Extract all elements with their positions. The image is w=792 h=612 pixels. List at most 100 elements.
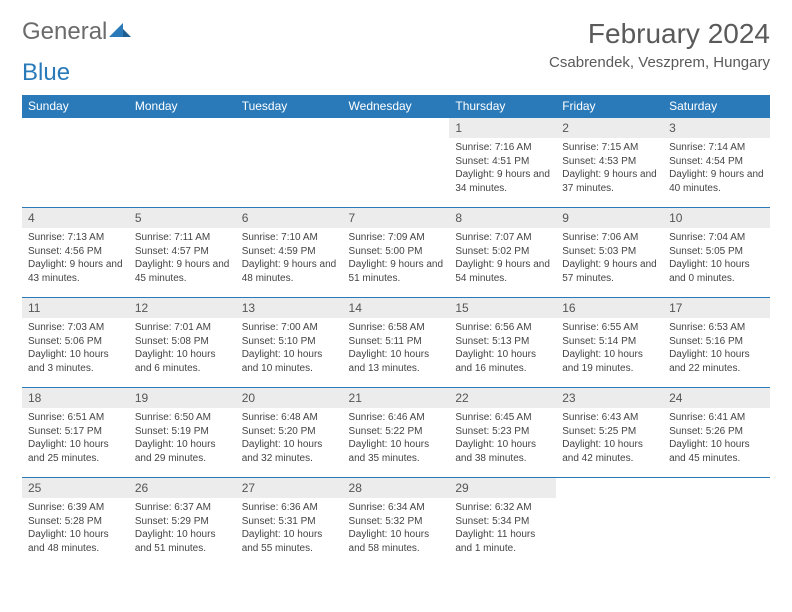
- dow-monday: Monday: [129, 95, 236, 118]
- sunset-line: Sunset: 5:05 PM: [669, 245, 764, 259]
- logo: General: [22, 18, 131, 46]
- sunrise-line: Sunrise: 6:45 AM: [455, 411, 550, 425]
- daylight-line: Daylight: 10 hours and 16 minutes.: [455, 348, 550, 375]
- day-details: Sunrise: 7:13 AMSunset: 4:56 PMDaylight:…: [22, 228, 129, 291]
- sunset-line: Sunset: 5:03 PM: [562, 245, 657, 259]
- sunrise-line: Sunrise: 6:34 AM: [349, 501, 444, 515]
- day-number: 15: [449, 298, 556, 318]
- day-number: 25: [22, 478, 129, 498]
- sunrise-line: Sunrise: 6:58 AM: [349, 321, 444, 335]
- daylight-line: Daylight: 9 hours and 54 minutes.: [455, 258, 550, 285]
- day-cell: 25Sunrise: 6:39 AMSunset: 5:28 PMDayligh…: [22, 478, 129, 568]
- day-details: Sunrise: 6:55 AMSunset: 5:14 PMDaylight:…: [556, 318, 663, 381]
- sunrise-line: Sunrise: 6:55 AM: [562, 321, 657, 335]
- day-number: 10: [663, 208, 770, 228]
- sunrise-line: Sunrise: 7:10 AM: [242, 231, 337, 245]
- month-title: February 2024: [549, 18, 770, 50]
- day-details: Sunrise: 6:43 AMSunset: 5:25 PMDaylight:…: [556, 408, 663, 471]
- day-cell: 7Sunrise: 7:09 AMSunset: 5:00 PMDaylight…: [343, 208, 450, 298]
- dow-saturday: Saturday: [663, 95, 770, 118]
- sunset-line: Sunset: 5:26 PM: [669, 425, 764, 439]
- day-cell: 14Sunrise: 6:58 AMSunset: 5:11 PMDayligh…: [343, 298, 450, 388]
- sunset-line: Sunset: 5:11 PM: [349, 335, 444, 349]
- day-cell: 9Sunrise: 7:06 AMSunset: 5:03 PMDaylight…: [556, 208, 663, 298]
- sunset-line: Sunset: 5:19 PM: [135, 425, 230, 439]
- day-number: 21: [343, 388, 450, 408]
- empty-cell: [236, 118, 343, 208]
- day-number: 1: [449, 118, 556, 138]
- calendar-week-row: 25Sunrise: 6:39 AMSunset: 5:28 PMDayligh…: [22, 478, 770, 568]
- calendar-week-row: 1Sunrise: 7:16 AMSunset: 4:51 PMDaylight…: [22, 118, 770, 208]
- empty-cell: [129, 118, 236, 208]
- sunrise-line: Sunrise: 6:43 AM: [562, 411, 657, 425]
- sunset-line: Sunset: 5:06 PM: [28, 335, 123, 349]
- sunrise-line: Sunrise: 6:37 AM: [135, 501, 230, 515]
- empty-cell: [22, 118, 129, 208]
- day-details: Sunrise: 7:16 AMSunset: 4:51 PMDaylight:…: [449, 138, 556, 201]
- daylight-line: Daylight: 11 hours and 1 minute.: [455, 528, 550, 555]
- calendar-week-row: 4Sunrise: 7:13 AMSunset: 4:56 PMDaylight…: [22, 208, 770, 298]
- day-number: 12: [129, 298, 236, 318]
- sunset-line: Sunset: 4:51 PM: [455, 155, 550, 169]
- daylight-line: Daylight: 10 hours and 45 minutes.: [669, 438, 764, 465]
- daylight-line: Daylight: 10 hours and 19 minutes.: [562, 348, 657, 375]
- sunrise-line: Sunrise: 7:13 AM: [28, 231, 123, 245]
- day-cell: 3Sunrise: 7:14 AMSunset: 4:54 PMDaylight…: [663, 118, 770, 208]
- day-details: Sunrise: 6:37 AMSunset: 5:29 PMDaylight:…: [129, 498, 236, 561]
- day-details: Sunrise: 7:10 AMSunset: 4:59 PMDaylight:…: [236, 228, 343, 291]
- day-details: Sunrise: 6:51 AMSunset: 5:17 PMDaylight:…: [22, 408, 129, 471]
- day-details: Sunrise: 6:36 AMSunset: 5:31 PMDaylight:…: [236, 498, 343, 561]
- empty-cell: [663, 478, 770, 568]
- day-cell: 10Sunrise: 7:04 AMSunset: 5:05 PMDayligh…: [663, 208, 770, 298]
- day-number: 8: [449, 208, 556, 228]
- day-number: 18: [22, 388, 129, 408]
- sunrise-line: Sunrise: 6:48 AM: [242, 411, 337, 425]
- day-details: Sunrise: 6:58 AMSunset: 5:11 PMDaylight:…: [343, 318, 450, 381]
- dow-wednesday: Wednesday: [343, 95, 450, 118]
- day-details: Sunrise: 6:39 AMSunset: 5:28 PMDaylight:…: [22, 498, 129, 561]
- daylight-line: Daylight: 10 hours and 55 minutes.: [242, 528, 337, 555]
- sunset-line: Sunset: 4:57 PM: [135, 245, 230, 259]
- sunset-line: Sunset: 5:32 PM: [349, 515, 444, 529]
- empty-cell: [556, 478, 663, 568]
- sunrise-line: Sunrise: 6:36 AM: [242, 501, 337, 515]
- day-cell: 8Sunrise: 7:07 AMSunset: 5:02 PMDaylight…: [449, 208, 556, 298]
- daylight-line: Daylight: 10 hours and 22 minutes.: [669, 348, 764, 375]
- sunset-line: Sunset: 5:14 PM: [562, 335, 657, 349]
- daylight-line: Daylight: 10 hours and 58 minutes.: [349, 528, 444, 555]
- sunrise-line: Sunrise: 6:39 AM: [28, 501, 123, 515]
- day-details: Sunrise: 6:46 AMSunset: 5:22 PMDaylight:…: [343, 408, 450, 471]
- daylight-line: Daylight: 10 hours and 0 minutes.: [669, 258, 764, 285]
- day-number: 13: [236, 298, 343, 318]
- day-details: Sunrise: 6:45 AMSunset: 5:23 PMDaylight:…: [449, 408, 556, 471]
- day-number: 24: [663, 388, 770, 408]
- sunrise-line: Sunrise: 6:46 AM: [349, 411, 444, 425]
- daylight-line: Daylight: 10 hours and 35 minutes.: [349, 438, 444, 465]
- day-number: 14: [343, 298, 450, 318]
- day-details: Sunrise: 7:15 AMSunset: 4:53 PMDaylight:…: [556, 138, 663, 201]
- dow-thursday: Thursday: [449, 95, 556, 118]
- sunrise-line: Sunrise: 6:50 AM: [135, 411, 230, 425]
- day-details: Sunrise: 6:34 AMSunset: 5:32 PMDaylight:…: [343, 498, 450, 561]
- day-cell: 2Sunrise: 7:15 AMSunset: 4:53 PMDaylight…: [556, 118, 663, 208]
- day-number: 29: [449, 478, 556, 498]
- day-number: 9: [556, 208, 663, 228]
- sunrise-line: Sunrise: 7:00 AM: [242, 321, 337, 335]
- daylight-line: Daylight: 9 hours and 43 minutes.: [28, 258, 123, 285]
- day-cell: 29Sunrise: 6:32 AMSunset: 5:34 PMDayligh…: [449, 478, 556, 568]
- sunset-line: Sunset: 5:22 PM: [349, 425, 444, 439]
- daylight-line: Daylight: 10 hours and 3 minutes.: [28, 348, 123, 375]
- sunrise-line: Sunrise: 7:11 AM: [135, 231, 230, 245]
- daylight-line: Daylight: 10 hours and 48 minutes.: [28, 528, 123, 555]
- day-details: Sunrise: 7:01 AMSunset: 5:08 PMDaylight:…: [129, 318, 236, 381]
- sunrise-line: Sunrise: 7:16 AM: [455, 141, 550, 155]
- day-cell: 17Sunrise: 6:53 AMSunset: 5:16 PMDayligh…: [663, 298, 770, 388]
- day-number: 7: [343, 208, 450, 228]
- sunset-line: Sunset: 5:17 PM: [28, 425, 123, 439]
- day-details: Sunrise: 6:50 AMSunset: 5:19 PMDaylight:…: [129, 408, 236, 471]
- day-number: 22: [449, 388, 556, 408]
- sunrise-line: Sunrise: 6:56 AM: [455, 321, 550, 335]
- sunrise-line: Sunrise: 7:09 AM: [349, 231, 444, 245]
- sunset-line: Sunset: 4:53 PM: [562, 155, 657, 169]
- day-of-week-row: Sunday Monday Tuesday Wednesday Thursday…: [22, 95, 770, 118]
